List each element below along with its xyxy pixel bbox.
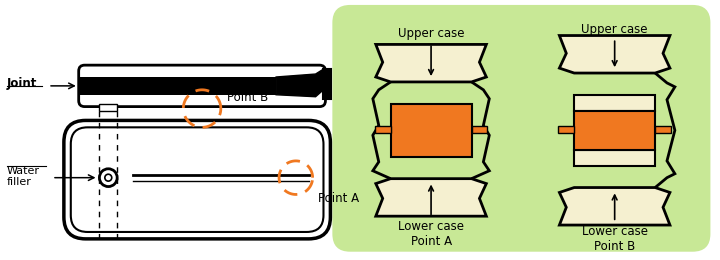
Bar	[574, 150, 655, 166]
Bar	[655, 126, 671, 133]
Circle shape	[99, 169, 117, 187]
Text: Point A: Point A	[318, 192, 359, 205]
Bar	[323, 69, 331, 99]
Bar	[574, 95, 655, 110]
Bar	[574, 110, 655, 150]
Bar	[375, 126, 390, 133]
Text: Upper case: Upper case	[582, 23, 648, 66]
Text: Lower case
Point B: Lower case Point B	[582, 195, 648, 253]
Polygon shape	[376, 179, 486, 216]
Text: Joint: Joint	[6, 77, 37, 90]
Polygon shape	[276, 69, 323, 97]
Bar	[99, 104, 117, 110]
Bar	[78, 77, 276, 95]
Bar	[559, 126, 574, 133]
Polygon shape	[559, 36, 670, 73]
Polygon shape	[559, 187, 670, 225]
Circle shape	[105, 174, 112, 181]
FancyBboxPatch shape	[64, 120, 330, 239]
Text: Upper case: Upper case	[398, 28, 464, 74]
Text: Water
filler: Water filler	[6, 166, 40, 187]
Bar	[390, 104, 472, 157]
FancyBboxPatch shape	[78, 65, 325, 107]
Text: Lower case
Point A: Lower case Point A	[398, 186, 464, 248]
Text: Point B: Point B	[227, 91, 268, 104]
Polygon shape	[376, 44, 486, 82]
FancyBboxPatch shape	[333, 5, 711, 252]
Bar	[472, 126, 487, 133]
